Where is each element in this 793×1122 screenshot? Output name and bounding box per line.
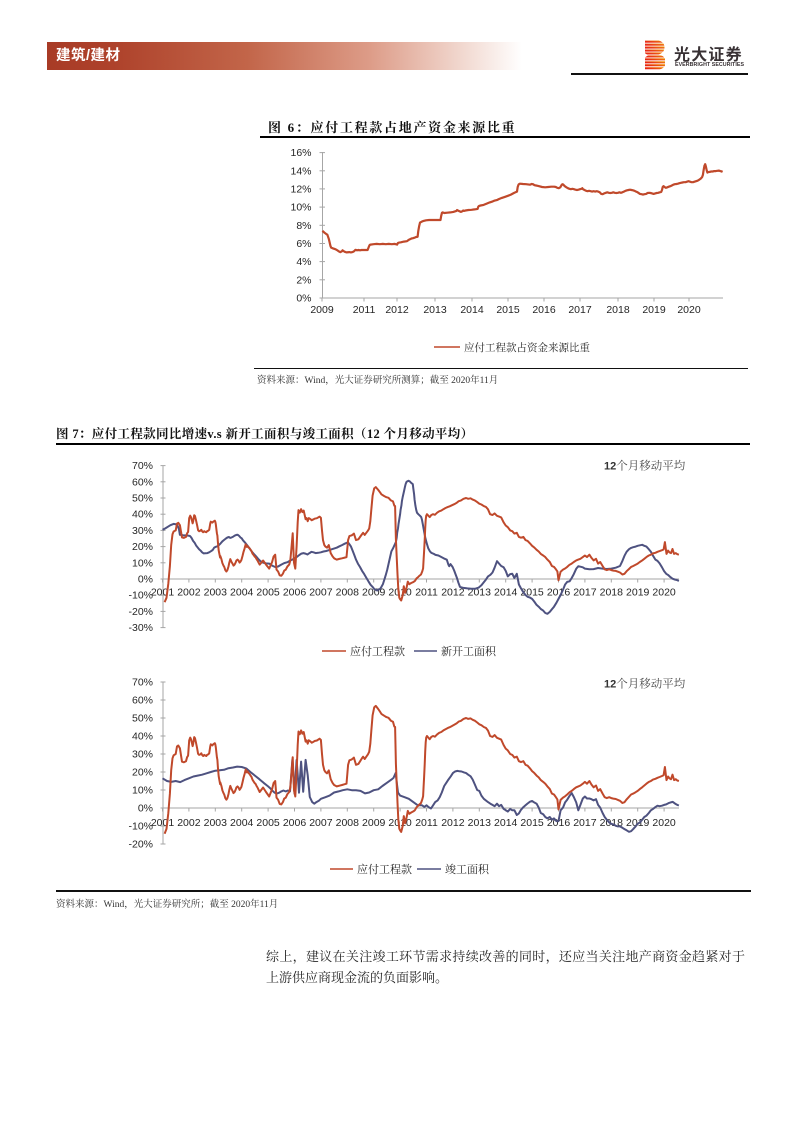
svg-text:2008: 2008 — [336, 587, 360, 599]
svg-text:12%: 12% — [290, 183, 311, 195]
svg-text:6%: 6% — [296, 238, 311, 250]
svg-text:2017: 2017 — [573, 587, 597, 599]
svg-text:2006: 2006 — [283, 817, 307, 829]
svg-text:应付工程款占资金来源比重: 应付工程款占资金来源比重 — [464, 341, 590, 354]
svg-text:2015: 2015 — [496, 304, 520, 316]
svg-text:2007: 2007 — [309, 817, 333, 829]
svg-text:40%: 40% — [132, 509, 153, 521]
svg-text:2007: 2007 — [309, 587, 333, 599]
svg-text:20%: 20% — [132, 767, 153, 779]
svg-text:2013: 2013 — [423, 304, 447, 316]
svg-text:2003: 2003 — [204, 587, 228, 599]
svg-text:2001: 2001 — [151, 817, 175, 829]
svg-text:0%: 0% — [138, 803, 153, 815]
svg-text:60%: 60% — [132, 695, 153, 707]
svg-text:2012: 2012 — [441, 817, 465, 829]
svg-text:2002: 2002 — [177, 817, 201, 829]
svg-text:2017: 2017 — [568, 304, 592, 316]
svg-text:应付工程款: 应付工程款 — [357, 862, 412, 876]
svg-text:30%: 30% — [132, 525, 153, 537]
svg-text:应付工程款: 应付工程款 — [350, 644, 405, 658]
svg-text:2019: 2019 — [642, 304, 666, 316]
svg-text:2003: 2003 — [204, 817, 228, 829]
svg-text:2014: 2014 — [494, 587, 518, 599]
svg-text:20%: 20% — [132, 541, 153, 553]
svg-text:2019: 2019 — [626, 587, 650, 599]
svg-text:2011: 2011 — [353, 304, 376, 316]
svg-text:60%: 60% — [132, 476, 153, 488]
svg-text:2001: 2001 — [151, 587, 175, 599]
svg-text:2014: 2014 — [460, 304, 484, 316]
svg-text:2013: 2013 — [468, 817, 492, 829]
svg-text:0%: 0% — [296, 293, 311, 305]
svg-text:10%: 10% — [290, 202, 311, 214]
svg-text:2004: 2004 — [230, 587, 254, 599]
svg-text:12个月移动平均: 12个月移动平均 — [604, 677, 686, 691]
svg-text:2002: 2002 — [177, 587, 201, 599]
svg-text:10%: 10% — [132, 557, 153, 569]
svg-text:-30%: -30% — [128, 622, 153, 634]
svg-text:2006: 2006 — [283, 587, 307, 599]
svg-text:2014: 2014 — [494, 817, 518, 829]
svg-text:50%: 50% — [132, 493, 153, 505]
svg-text:0%: 0% — [138, 574, 153, 586]
svg-text:2%: 2% — [296, 274, 311, 286]
svg-text:2004: 2004 — [230, 817, 254, 829]
svg-text:-20%: -20% — [128, 606, 153, 618]
svg-text:40%: 40% — [132, 731, 153, 743]
svg-text:2012: 2012 — [441, 587, 465, 599]
svg-text:2017: 2017 — [573, 817, 597, 829]
svg-text:2011: 2011 — [415, 817, 438, 829]
svg-text:2010: 2010 — [388, 817, 412, 829]
svg-text:2016: 2016 — [547, 587, 571, 599]
svg-text:16%: 16% — [290, 147, 311, 159]
svg-text:2016: 2016 — [532, 304, 556, 316]
svg-text:14%: 14% — [290, 165, 311, 177]
svg-text:-20%: -20% — [128, 839, 153, 851]
svg-text:70%: 70% — [132, 677, 153, 689]
svg-text:2020: 2020 — [652, 817, 676, 829]
svg-text:2011: 2011 — [415, 587, 438, 599]
svg-text:30%: 30% — [132, 749, 153, 761]
svg-text:2018: 2018 — [606, 304, 630, 316]
svg-text:2008: 2008 — [336, 817, 360, 829]
svg-text:2018: 2018 — [600, 587, 624, 599]
svg-text:10%: 10% — [132, 785, 153, 797]
svg-text:4%: 4% — [296, 256, 311, 268]
svg-text:2005: 2005 — [256, 587, 280, 599]
svg-text:2020: 2020 — [652, 587, 676, 599]
svg-text:2015: 2015 — [520, 817, 544, 829]
svg-text:-10%: -10% — [128, 821, 153, 833]
svg-text:-10%: -10% — [128, 590, 153, 602]
svg-text:12个月移动平均: 12个月移动平均 — [604, 459, 686, 473]
svg-text:2005: 2005 — [256, 817, 280, 829]
svg-text:8%: 8% — [296, 220, 311, 232]
svg-text:2009: 2009 — [362, 817, 386, 829]
svg-text:2012: 2012 — [385, 304, 409, 316]
svg-text:新开工面积: 新开工面积 — [441, 644, 497, 658]
svg-text:70%: 70% — [132, 460, 153, 472]
svg-text:2020: 2020 — [677, 304, 701, 316]
svg-text:竣工面积: 竣工面积 — [445, 862, 490, 876]
svg-text:2009: 2009 — [310, 304, 334, 316]
svg-text:50%: 50% — [132, 713, 153, 725]
